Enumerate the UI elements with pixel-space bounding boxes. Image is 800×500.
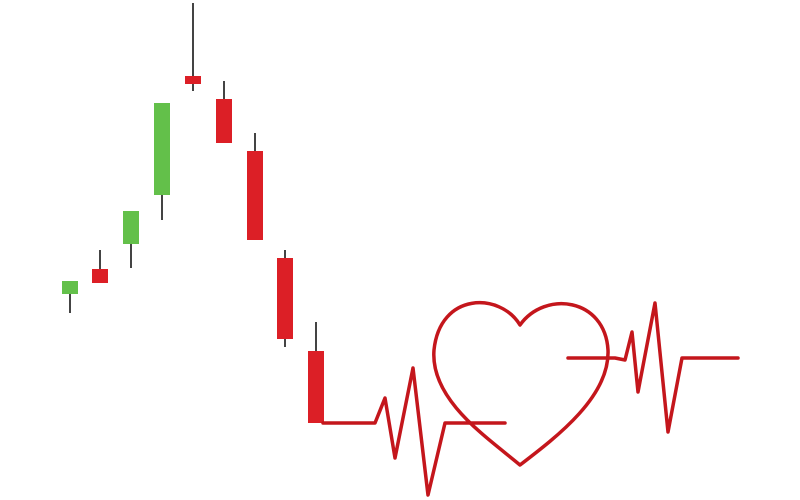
pulse-line: [321, 366, 507, 497]
candle-down: [308, 351, 324, 423]
candles: [62, 3, 324, 423]
pulse-line: [566, 301, 740, 434]
candle-down: [277, 258, 293, 339]
candle-down: [216, 99, 232, 143]
candle-up: [62, 281, 78, 294]
candle-down: [247, 151, 263, 240]
candle-up: [154, 103, 170, 195]
heart: [432, 301, 610, 467]
heartbeat: [321, 301, 740, 497]
candle-up: [123, 211, 139, 244]
candle-down: [185, 76, 201, 84]
candle-down: [92, 269, 108, 283]
